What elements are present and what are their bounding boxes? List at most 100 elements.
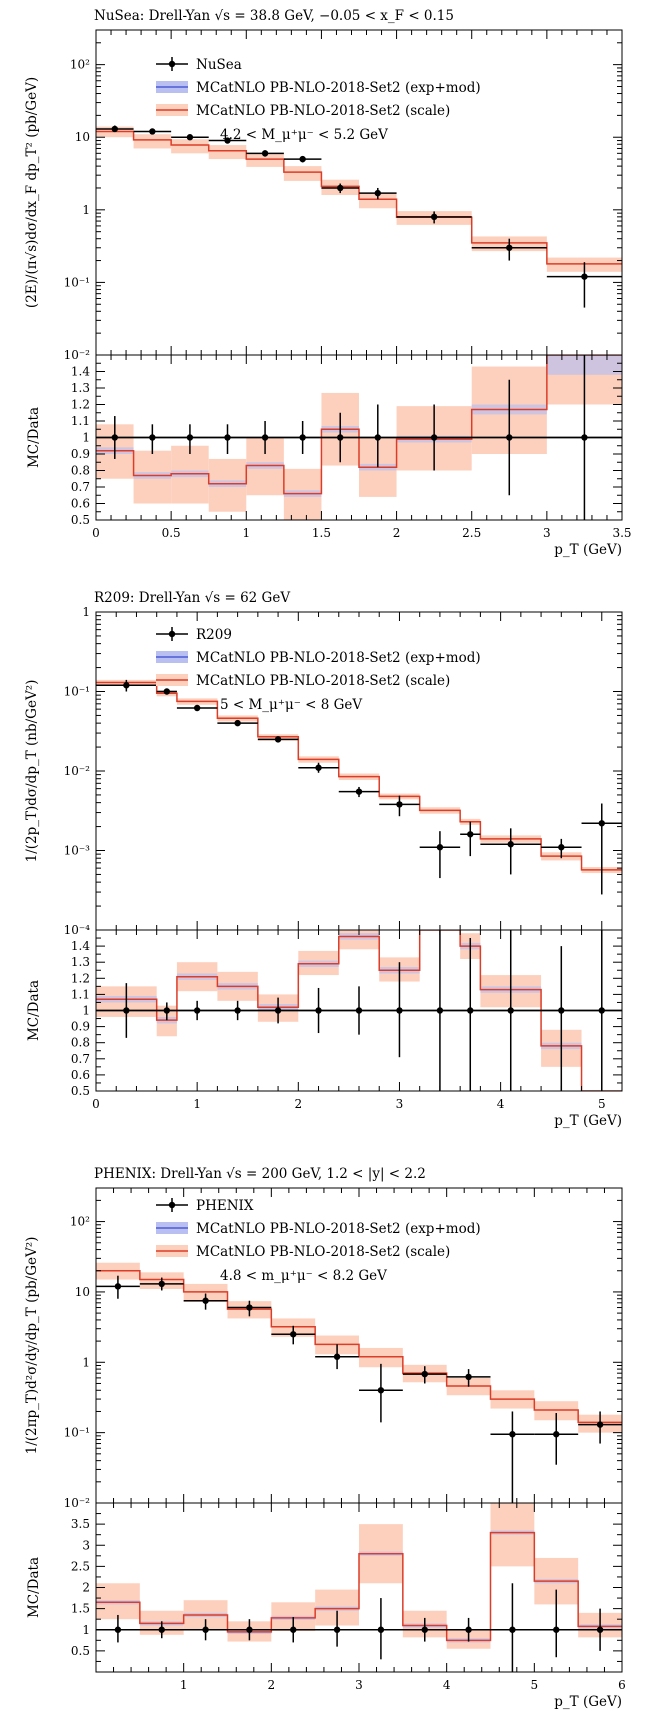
y-tick-label: 10⁻¹ xyxy=(64,1426,90,1440)
ratio-data-marker xyxy=(111,434,118,441)
y-tick-label: 1 xyxy=(82,1355,90,1369)
data-point xyxy=(359,187,397,200)
data-marker xyxy=(507,841,514,848)
panel-2: R209: Drell-Yan √s = 62 GeV10⁻³10⁻²10⁻¹1… xyxy=(24,590,623,1129)
x-tick-label: 2 xyxy=(268,1678,276,1692)
ratio-data-point xyxy=(217,1000,258,1021)
ratio-tick-label: 0.5 xyxy=(71,513,90,527)
ratio-data-marker xyxy=(234,1007,241,1014)
legend-label-data: NuSea xyxy=(196,57,242,73)
ratio-data-point xyxy=(315,1610,359,1647)
mc-scale-band-bin xyxy=(246,153,284,167)
ratio-data-marker xyxy=(509,1626,516,1633)
mc-scale-band-bin xyxy=(183,1283,228,1302)
ratio-data-marker xyxy=(553,1626,560,1633)
ratio-data-point xyxy=(338,986,380,1035)
ratio-data-marker xyxy=(274,1007,282,1014)
y-axis-label: 1/(2p_T)dσ/dp_T (nb/GeV²) xyxy=(24,680,40,863)
ratio-data-point xyxy=(480,930,542,1091)
ratio-data-marker xyxy=(333,1626,341,1633)
x-tick-label: 6 xyxy=(618,1678,626,1692)
data-marker xyxy=(274,736,282,743)
ratio-data-marker xyxy=(299,434,306,441)
ratio-tick-label: 0.7 xyxy=(71,1052,90,1066)
legend-data-marker xyxy=(168,630,176,638)
data-point xyxy=(338,786,380,798)
y-tick-label: 10⁻² xyxy=(64,764,91,778)
ratio-data-point xyxy=(96,983,157,1038)
x-tick-label: 4 xyxy=(443,1678,451,1692)
ratio-tick-label: 1.5 xyxy=(71,1602,90,1616)
ratio-data-marker xyxy=(202,1626,209,1633)
data-point xyxy=(359,1363,403,1423)
data-marker xyxy=(246,1304,253,1311)
legend: PHENIX MCatNLO PB-NLO-2018-Set2 (exp+mod)… xyxy=(156,1198,481,1284)
legend-label-exp: MCatNLO PB-NLO-2018-Set2 (exp+mod) xyxy=(196,80,481,96)
ratio-data-point xyxy=(359,404,397,468)
data-point xyxy=(419,831,461,879)
x-tick-label: 2 xyxy=(294,1097,302,1111)
mc-scale-band-bin xyxy=(133,134,172,149)
ratio-y-ticks: 0.5 0.6 0.7 0.8 0.9 1 1.1 1.2 1.3 1.4 xyxy=(71,354,622,527)
data-point xyxy=(490,1411,535,1503)
ratio-tick-label: 2 xyxy=(82,1581,90,1595)
x-tick-label: 3 xyxy=(543,526,551,540)
ratio-data-marker xyxy=(596,1626,604,1633)
ratio-plot-area xyxy=(96,355,622,520)
ratio-data-marker xyxy=(261,434,269,441)
y-tick-label: 1 xyxy=(82,203,90,217)
ratio-data-point xyxy=(271,1617,316,1643)
x-tick-label: 1.5 xyxy=(312,526,331,540)
ratio-data-point xyxy=(208,424,247,454)
data-point xyxy=(133,128,172,135)
data-marker xyxy=(465,1373,472,1381)
data-marker xyxy=(186,134,194,141)
data-point xyxy=(581,803,622,895)
panel-1: NuSea: Drell-Yan √s = 38.8 GeV, −0.05 < … xyxy=(24,8,632,558)
data-marker xyxy=(506,244,513,251)
ratio-data-marker xyxy=(337,434,344,441)
panel-title: PHENIX: Drell-Yan √s = 200 GeV, 1.2 < |y… xyxy=(94,1166,426,1182)
data-marker xyxy=(558,844,565,851)
ratio-data-marker xyxy=(436,1007,444,1014)
data-marker xyxy=(374,189,381,197)
y-tick-label: 10² xyxy=(70,58,90,72)
data-point xyxy=(271,1325,316,1345)
ratio-data-point xyxy=(133,424,172,454)
main-plot-area xyxy=(96,1262,622,1503)
ratio-data-point xyxy=(298,987,339,1034)
data-point xyxy=(139,1277,184,1291)
ratio-data-point xyxy=(283,421,322,454)
data-point xyxy=(257,736,299,743)
ratio-data-point xyxy=(183,1619,228,1641)
x-tick-label: 4 xyxy=(497,1097,505,1111)
main-plot-area xyxy=(96,679,622,895)
y-tick-label-bottom: 10⁻² xyxy=(64,348,91,362)
ratio-tick-label: 0.8 xyxy=(71,1036,90,1050)
data-marker xyxy=(299,155,306,163)
legend-label-scale: MCatNLO PB-NLO-2018-Set2 (scale) xyxy=(196,673,450,689)
legend-label-data: PHENIX xyxy=(196,1198,254,1214)
mc-scale-band-bin xyxy=(359,1347,403,1368)
ratio-data-marker xyxy=(193,1007,201,1014)
data-marker xyxy=(224,137,231,144)
ratio-data-marker xyxy=(186,434,194,441)
data-point xyxy=(446,1369,491,1387)
x-tick-label: 2.5 xyxy=(462,526,481,540)
ratio-tick-label: 1.1 xyxy=(71,987,90,1001)
x-ticks: 1 2 3 4 5 6 xyxy=(95,1188,626,1692)
data-point xyxy=(471,238,547,261)
x-tick-label: 0 xyxy=(92,526,100,540)
data-marker xyxy=(396,801,403,808)
x-ticks: 0 1 2 3 4 5 xyxy=(92,612,623,1111)
ratio-tick-label: 0.7 xyxy=(71,480,90,494)
ratio-axis-label: MC/Data xyxy=(26,1557,42,1618)
data-point xyxy=(480,828,542,875)
ratio-tick-label: 1.1 xyxy=(71,414,90,428)
ratio-data-point xyxy=(156,1002,177,1021)
main-plot-area xyxy=(96,125,622,308)
ratio-data-marker xyxy=(506,434,513,441)
data-marker xyxy=(149,128,156,135)
data-marker xyxy=(421,1370,428,1378)
data-point xyxy=(541,838,582,859)
